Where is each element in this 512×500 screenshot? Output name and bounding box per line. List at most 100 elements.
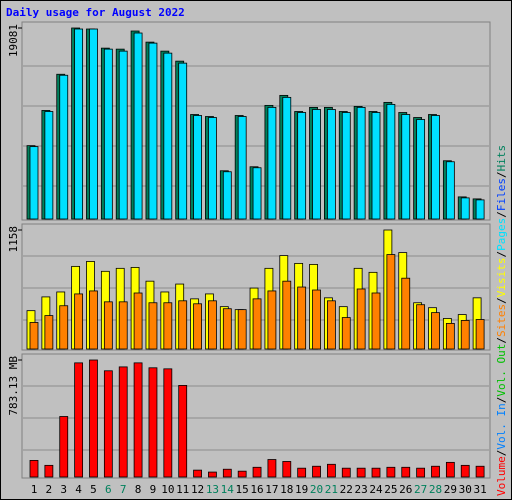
- x-tick-label: 29: [444, 483, 457, 496]
- bar: [89, 28, 98, 220]
- bar: [356, 467, 366, 478]
- bar: [460, 320, 470, 350]
- bar: [208, 117, 217, 220]
- legend-separator: /: [495, 171, 508, 178]
- x-tick-label: 31: [473, 483, 486, 496]
- legend-entry: Volume: [495, 456, 508, 496]
- x-tick-label: 5: [90, 483, 97, 496]
- bar: [222, 308, 232, 350]
- bar: [74, 28, 84, 220]
- bar: [282, 280, 292, 350]
- x-tick-label: 6: [105, 483, 112, 496]
- bar: [222, 171, 232, 220]
- bar: [267, 459, 277, 478]
- bar: [193, 469, 202, 478]
- bar: [445, 161, 455, 220]
- bar: [475, 199, 485, 220]
- bar: [401, 466, 411, 478]
- x-tick-label: 4: [75, 483, 82, 496]
- bar: [445, 323, 455, 350]
- bar: [133, 362, 143, 478]
- bar: [416, 119, 426, 220]
- bar: [356, 288, 366, 350]
- legend-separator: /: [495, 397, 508, 404]
- legend-separator: /: [495, 297, 508, 304]
- bar: [163, 52, 173, 220]
- bar: [237, 116, 247, 220]
- x-tick-label: 1: [31, 483, 38, 496]
- bar: [59, 416, 69, 478]
- x-tick-label: 7: [120, 483, 127, 496]
- x-tick-label: 10: [161, 483, 174, 496]
- x-tick-label: 21: [325, 483, 338, 496]
- x-tick-label: 9: [150, 483, 157, 496]
- bar: [297, 467, 307, 478]
- bar: [312, 109, 321, 220]
- bar: [133, 32, 143, 220]
- bar: [178, 385, 188, 478]
- bar: [59, 74, 69, 220]
- bar: [386, 466, 396, 478]
- bar: [29, 322, 39, 350]
- bar: [237, 470, 247, 478]
- bar: [386, 254, 396, 350]
- y-tick-label: 19081: [7, 24, 20, 57]
- bar: [312, 289, 321, 350]
- bar: [89, 290, 98, 350]
- x-tick-label: 13: [206, 483, 219, 496]
- bar: [326, 109, 336, 220]
- legend-entry: Vol. Out: [495, 344, 508, 397]
- bar: [178, 62, 188, 220]
- bar: [103, 48, 113, 220]
- bar: [44, 315, 54, 350]
- bar: [475, 465, 485, 478]
- legend: Volume/Vol. In/Vol. Out/Sites/Visits/Pag…: [495, 145, 508, 496]
- bar: [371, 467, 381, 478]
- bar: [460, 197, 470, 220]
- x-tick-label: 18: [280, 483, 293, 496]
- bar: [148, 302, 158, 350]
- bar: [445, 461, 455, 478]
- bar: [103, 301, 113, 350]
- x-tick-label: 14: [221, 483, 235, 496]
- bar: [148, 42, 158, 220]
- bar: [341, 467, 351, 478]
- bar: [74, 293, 84, 350]
- x-tick-label: 30: [459, 483, 472, 496]
- y-tick-label: 1158: [7, 226, 20, 253]
- bar: [431, 312, 440, 350]
- panel-frame: [21, 353, 491, 479]
- bar: [416, 304, 426, 350]
- bar: [475, 319, 485, 350]
- bar: [252, 466, 262, 478]
- bar: [74, 362, 84, 478]
- chart-title: Daily usage for August 2022: [6, 6, 185, 19]
- legend-separator: /: [495, 450, 508, 457]
- x-tick-label: 17: [265, 483, 278, 496]
- bar: [282, 96, 292, 220]
- bar: [431, 465, 440, 478]
- bar: [89, 359, 98, 478]
- bar: [401, 114, 411, 220]
- bar: [386, 103, 396, 220]
- bar: [356, 106, 366, 220]
- bar: [237, 309, 247, 350]
- bar: [118, 366, 128, 478]
- x-tick-label: 28: [429, 483, 442, 496]
- legend-entry: Hits: [495, 145, 508, 172]
- bar: [163, 368, 173, 478]
- bar: [460, 464, 470, 478]
- x-tick-label: 11: [176, 483, 189, 496]
- bar: [297, 286, 307, 350]
- bar: [416, 467, 426, 478]
- legend-separator: /: [495, 211, 508, 218]
- legend-separator: /: [495, 337, 508, 344]
- legend-entry: Pages: [495, 218, 508, 251]
- bar: [341, 317, 351, 350]
- bar: [148, 367, 158, 478]
- x-tick-label: 24: [369, 483, 383, 496]
- x-tick-label: 12: [191, 483, 204, 496]
- legend-entry: Visits: [495, 258, 508, 298]
- bar: [297, 112, 307, 220]
